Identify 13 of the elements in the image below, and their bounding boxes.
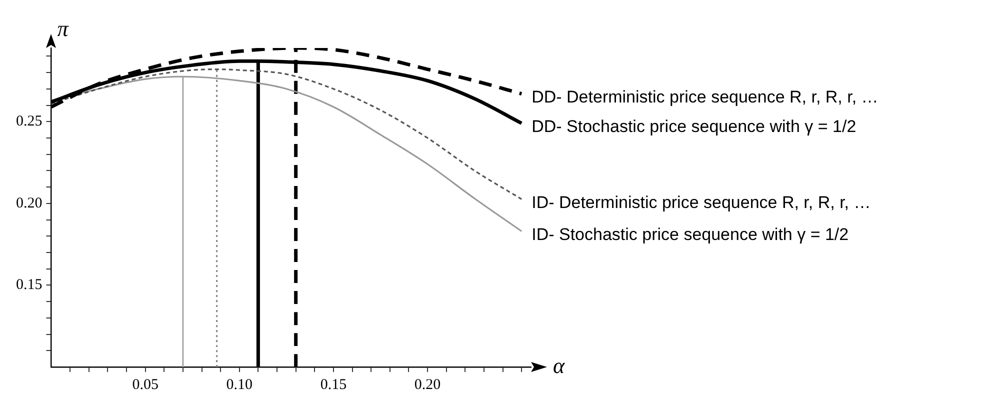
- series-label: ID- Deterministic price sequence R, r, R, r, …: [532, 192, 871, 212]
- series-label: DD- Deterministic price sequence R, r, R, r, …: [532, 87, 878, 106]
- series-label: ID- Stochastic price sequence with γ = 1/2: [532, 224, 849, 244]
- x-tick-label: 0.10: [226, 376, 253, 393]
- x-tick-label: 0.15: [320, 376, 347, 393]
- y-tick-label: 0.20: [16, 195, 42, 212]
- x-axis-title: α: [553, 352, 565, 378]
- y-tick-label: 0.25: [16, 114, 42, 130]
- y-axis-title: π: [57, 16, 70, 41]
- x-tick-label: 0.05: [132, 376, 158, 393]
- y-tick-label: 0.15: [16, 277, 42, 294]
- series-label: DD- Stochastic price sequence with γ = 1/2: [532, 116, 856, 136]
- x-tick-label: 0.20: [414, 376, 441, 393]
